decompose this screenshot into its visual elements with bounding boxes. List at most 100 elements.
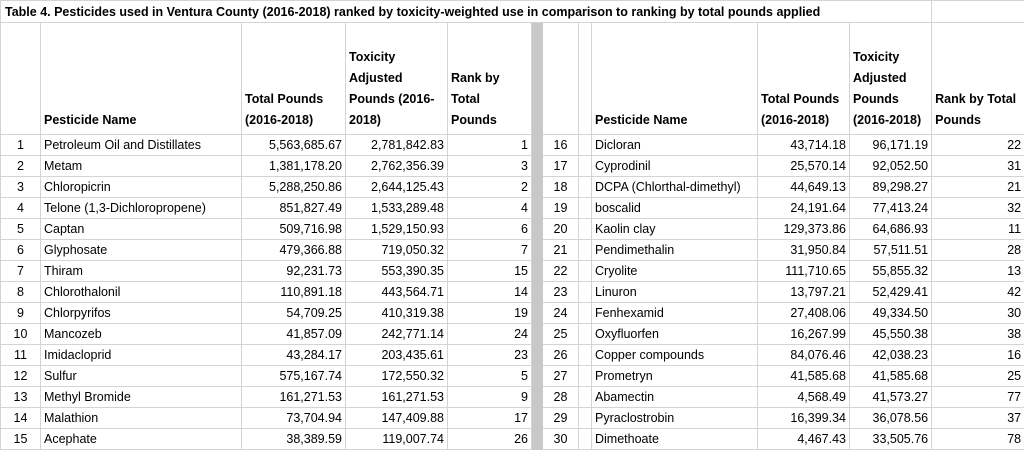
row-index: 14 <box>1 408 41 429</box>
total-pounds: 575,167.74 <box>242 366 346 387</box>
pesticide-name: Telone (1,3-Dichloropropene) <box>41 198 242 219</box>
toxicity-adjusted-pounds: 77,413.24 <box>850 198 932 219</box>
rank-total-pounds: 14 <box>448 282 532 303</box>
pesticide-name: Pyraclostrobin <box>592 408 758 429</box>
total-pounds: 41,585.68 <box>758 366 850 387</box>
total-pounds: 4,467.43 <box>758 429 850 450</box>
spacer-cell <box>579 429 592 450</box>
total-pounds: 1,381,178.20 <box>242 156 346 177</box>
rank-total-pounds: 9 <box>448 387 532 408</box>
rank-total-pounds: 26 <box>448 429 532 450</box>
pesticide-name: Kaolin clay <box>592 219 758 240</box>
toxicity-adjusted-pounds: 2,762,356.39 <box>346 156 448 177</box>
total-pounds: 92,231.73 <box>242 261 346 282</box>
rank-total-pounds: 15 <box>448 261 532 282</box>
spacer-cell <box>579 156 592 177</box>
spacer-cell <box>579 198 592 219</box>
rank-total-pounds: 30 <box>932 303 1024 324</box>
row-index: 30 <box>543 429 579 450</box>
row-index: 18 <box>543 177 579 198</box>
row-index: 20 <box>543 219 579 240</box>
spacer-cell <box>579 135 592 156</box>
row-index: 16 <box>543 135 579 156</box>
pesticide-name: Dimethoate <box>592 429 758 450</box>
row-index: 8 <box>1 282 41 303</box>
total-pounds: 44,649.13 <box>758 177 850 198</box>
row-index: 22 <box>543 261 579 282</box>
rank-total-pounds: 7 <box>448 240 532 261</box>
toxicity-adjusted-pounds: 41,573.27 <box>850 387 932 408</box>
column-separator <box>532 429 543 450</box>
rank-total-pounds: 21 <box>932 177 1024 198</box>
spacer-cell <box>579 282 592 303</box>
rank-total-pounds: 22 <box>932 135 1024 156</box>
total-pounds: 110,891.18 <box>242 282 346 303</box>
total-pounds: 13,797.21 <box>758 282 850 303</box>
row-index: 6 <box>1 240 41 261</box>
rank-total-pounds: 38 <box>932 324 1024 345</box>
pesticide-name: Imidacloprid <box>41 345 242 366</box>
spacer-cell <box>579 408 592 429</box>
spacer-cell <box>579 303 592 324</box>
total-pounds: 161,271.53 <box>242 387 346 408</box>
total-pounds: 509,716.98 <box>242 219 346 240</box>
row-index: 29 <box>543 408 579 429</box>
pesticide-name: Chlorothalonil <box>41 282 242 303</box>
pesticide-name: Methyl Bromide <box>41 387 242 408</box>
toxicity-adjusted-pounds: 161,271.53 <box>346 387 448 408</box>
pesticide-name: Metam <box>41 156 242 177</box>
rank-total-pounds: 4 <box>448 198 532 219</box>
toxicity-adjusted-pounds: 64,686.93 <box>850 219 932 240</box>
toxicity-adjusted-pounds: 55,855.32 <box>850 261 932 282</box>
spacer-cell <box>579 366 592 387</box>
toxicity-adjusted-pounds: 41,585.68 <box>850 366 932 387</box>
row-index: 11 <box>1 345 41 366</box>
total-pounds: 25,570.14 <box>758 156 850 177</box>
header-total-pounds-right: Total Pounds (2016-2018) <box>758 23 850 135</box>
pesticide-name: Abamectin <box>592 387 758 408</box>
column-separator <box>532 408 543 429</box>
rank-total-pounds: 31 <box>932 156 1024 177</box>
row-index: 13 <box>1 387 41 408</box>
row-index: 4 <box>1 198 41 219</box>
spacer-cell <box>579 345 592 366</box>
rank-total-pounds: 17 <box>448 408 532 429</box>
rank-total-pounds: 24 <box>448 324 532 345</box>
total-pounds: 73,704.94 <box>242 408 346 429</box>
column-separator <box>532 23 543 135</box>
column-separator <box>532 324 543 345</box>
column-separator <box>532 345 543 366</box>
rank-total-pounds: 28 <box>932 240 1024 261</box>
rank-total-pounds: 32 <box>932 198 1024 219</box>
pesticide-name: Malathion <box>41 408 242 429</box>
toxicity-adjusted-pounds: 443,564.71 <box>346 282 448 303</box>
row-index: 12 <box>1 366 41 387</box>
row-index: 24 <box>543 303 579 324</box>
toxicity-adjusted-pounds: 49,334.50 <box>850 303 932 324</box>
toxicity-adjusted-pounds: 96,171.19 <box>850 135 932 156</box>
pesticide-name: Cyprodinil <box>592 156 758 177</box>
column-separator <box>532 135 543 156</box>
column-separator <box>532 177 543 198</box>
pesticide-name: Sulfur <box>41 366 242 387</box>
pesticide-name: Pendimethalin <box>592 240 758 261</box>
rank-total-pounds: 16 <box>932 345 1024 366</box>
row-index: 17 <box>543 156 579 177</box>
header-total-pounds: Total Pounds (2016-2018) <box>242 23 346 135</box>
toxicity-adjusted-pounds: 57,511.51 <box>850 240 932 261</box>
column-separator <box>532 219 543 240</box>
row-index: 1 <box>1 135 41 156</box>
pesticide-name: Chloropicrin <box>41 177 242 198</box>
total-pounds: 38,389.59 <box>242 429 346 450</box>
row-index: 26 <box>543 345 579 366</box>
toxicity-adjusted-pounds: 147,409.88 <box>346 408 448 429</box>
spacer-cell <box>579 177 592 198</box>
